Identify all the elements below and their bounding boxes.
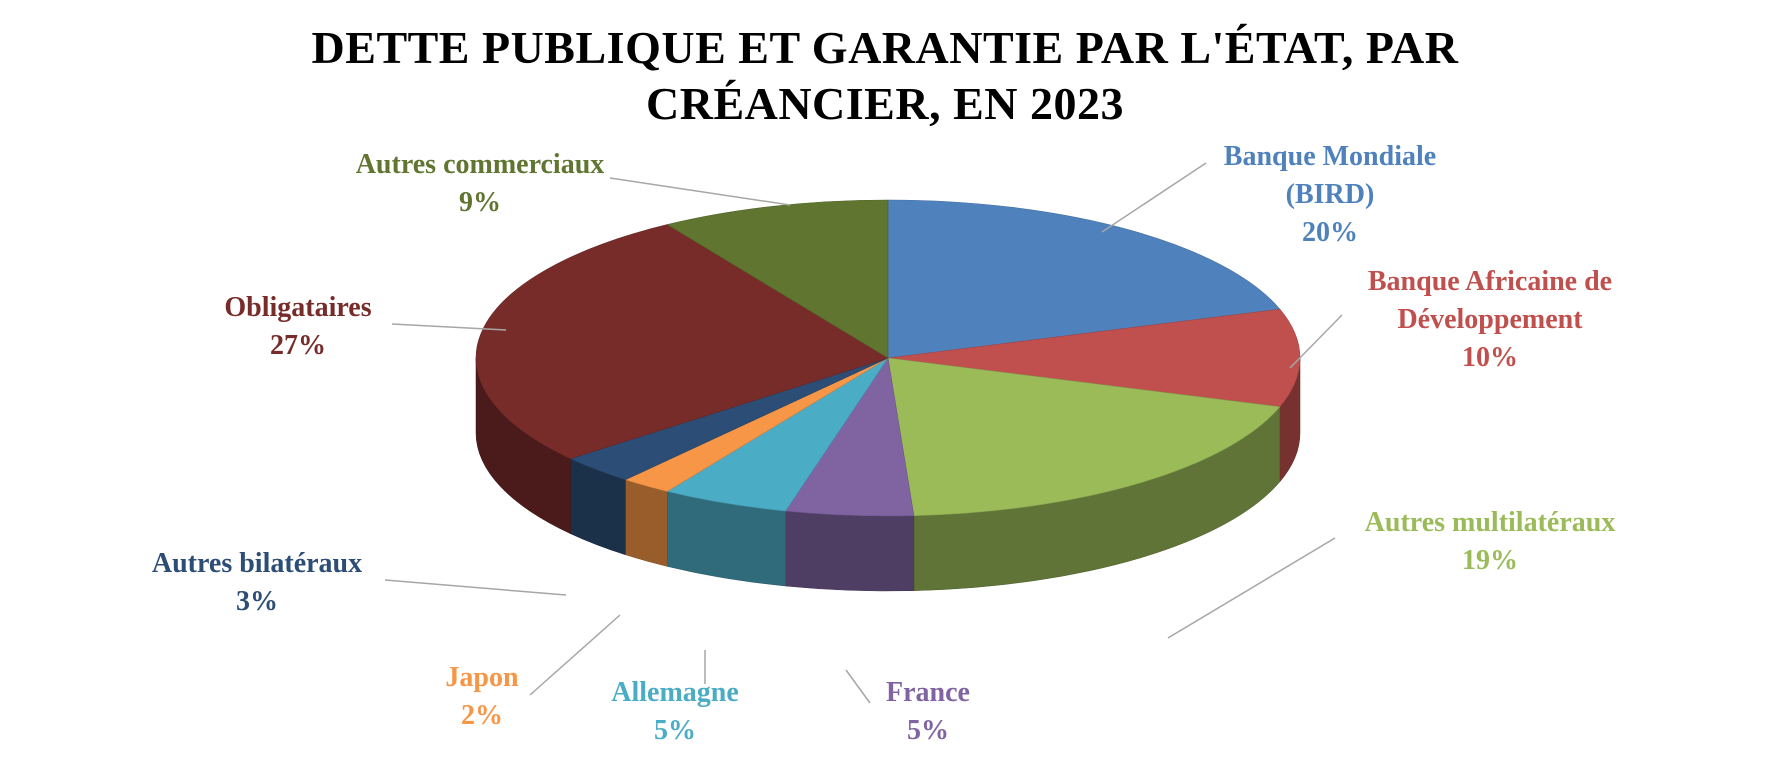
slice-value-label-banque-africaine-de-developpement: 10% [1462,342,1518,373]
slice-value-label-autres-commerciaux: 9% [459,187,501,218]
leader-line-japon [529,614,621,696]
slice-name-label-autres-bilateraux-1: Autres bilatéraux [152,548,362,579]
chart-title-line-1: DETTE PUBLIQUE ET GARANTIE PAR L'ÉTAT, P… [311,22,1459,73]
pie-slice-obligataires [475,224,889,460]
leader-line-banque-africaine-de-developpement [1289,314,1343,369]
pie-top-layer [475,199,1301,517]
slice-value-label-autres-multilateraux: 19% [1462,545,1518,576]
chart-title-line-2: CRÉANCIER, EN 2023 [646,78,1124,129]
leader-lines [384,162,1343,704]
slice-name-label-banque-mondiale-bird-2: (BIRD) [1286,179,1375,210]
slice-name-label-banque-africaine-de-developpement-1: Banque Africaine de [1368,266,1612,297]
slice-name-label-autres-multilateraux-1: Autres multilatéraux [1365,507,1616,538]
leader-line-france [845,669,871,704]
slice-value-label-allemagne: 5% [654,715,696,746]
leader-line-autres-multilateraux [1167,537,1336,639]
pie-slice-autres-multilateraux [887,357,1281,516]
pie-side-layer [475,357,1301,592]
pie-side-france [785,510,915,592]
slice-value-label-autres-bilateraux: 3% [236,586,278,617]
slice-name-label-japon-1: Japon [445,662,519,693]
leader-line-autres-commerciaux [609,177,791,206]
leader-line-autres-bilateraux [384,579,567,596]
pie-slice-autres-commerciaux [666,199,889,359]
slice-name-label-france-1: France [886,677,970,708]
slice-name-label-obligataires-1: Obligataires [224,292,371,323]
pie-side-japon [625,479,668,567]
leader-line-obligataires [391,323,507,331]
pie-slice-banque-mondiale-bird [887,199,1281,359]
slice-name-label-allemagne-1: Allemagne [611,677,739,708]
slice-value-label-obligataires: 27% [270,330,326,361]
slice-name-label-banque-africaine-de-developpement-2: Développement [1397,304,1583,335]
slice-value-label-banque-mondiale-bird: 20% [1302,217,1358,248]
slice-name-label-autres-commerciaux-1: Autres commerciaux [356,149,605,180]
slice-value-label-japon: 2% [461,700,503,731]
leader-line-banque-mondiale-bird [1101,162,1207,233]
slice-labels: Banque Mondiale (BIRD) 20% Banque Africaine… [152,141,1615,746]
chart-title: DETTE PUBLIQUE ET GARANTIE PAR L'ÉTAT, P… [185,20,1585,132]
slice-name-label-banque-mondiale-bird-1: Banque Mondiale [1224,141,1436,172]
slice-value-label-france: 5% [907,715,949,746]
